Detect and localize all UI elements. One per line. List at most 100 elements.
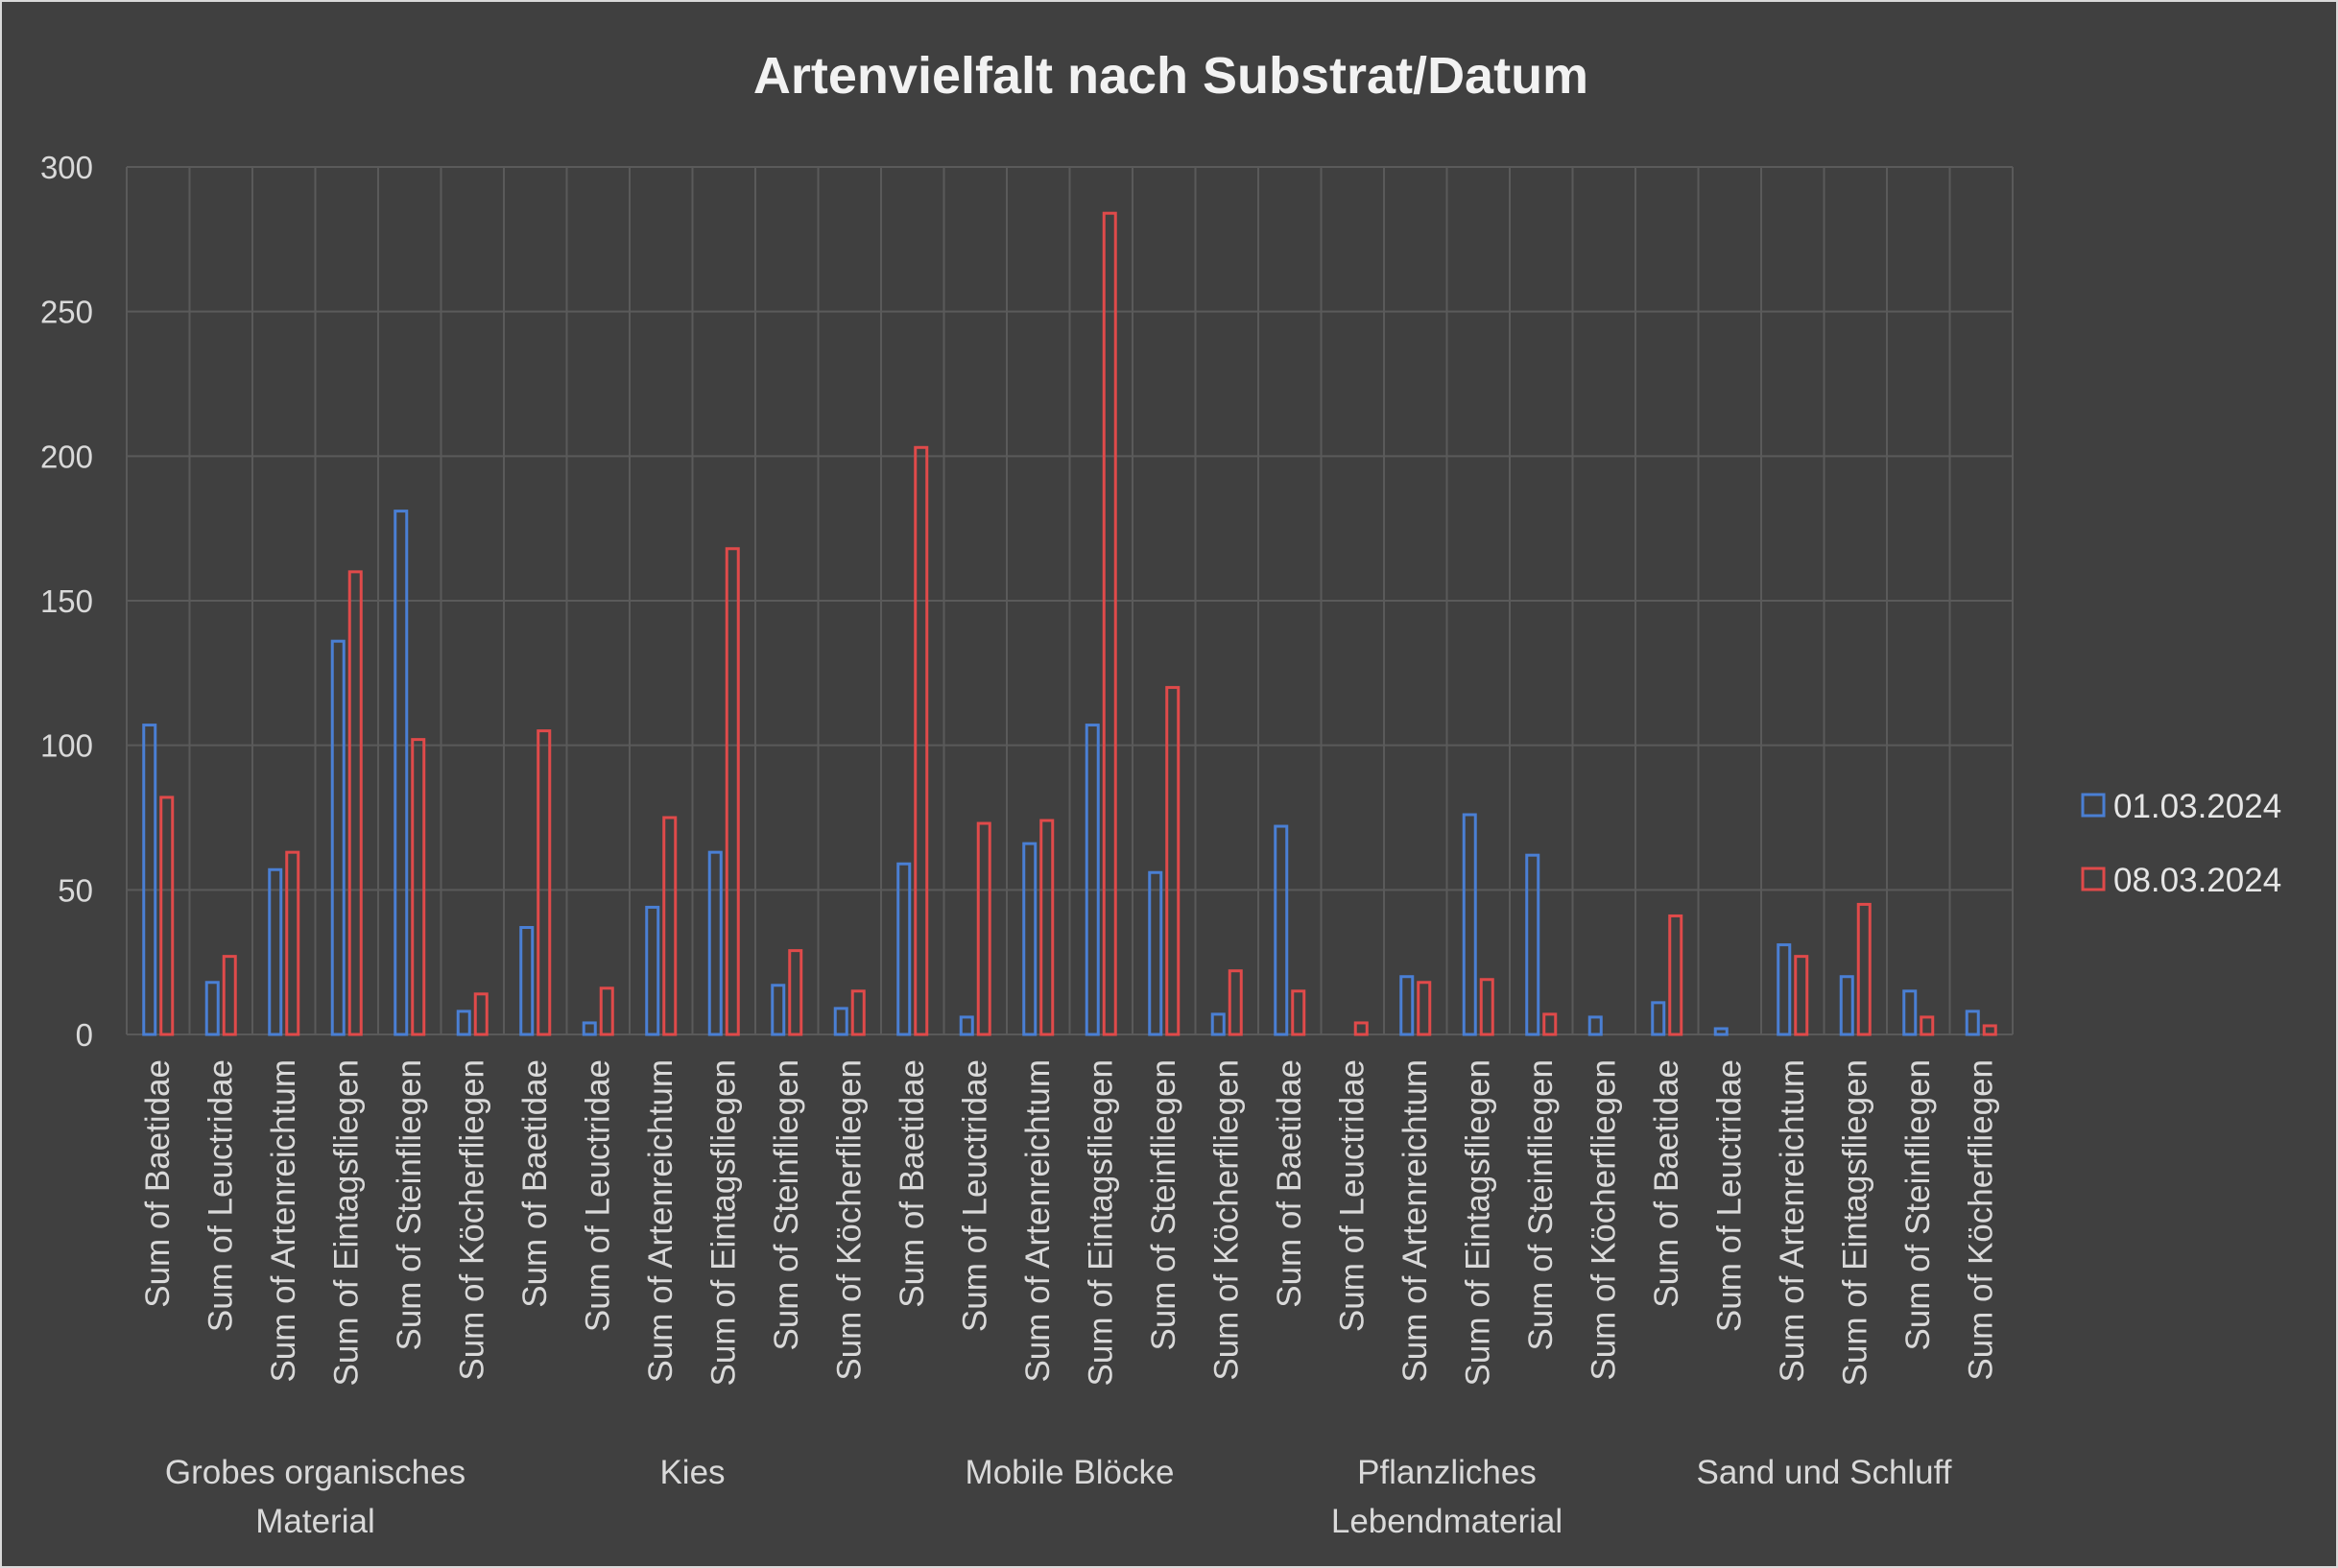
y-axis-ticks: 0 50 100 150 200 250 300 <box>40 150 93 1053</box>
bar-series1 <box>1022 842 1038 1036</box>
y-tick-label: 100 <box>40 728 93 764</box>
category-label: Sum of Artenreichtum <box>1774 1059 1811 1383</box>
group-label: Pflanzliches Lebendmaterial <box>1331 1454 1563 1540</box>
category-label: Sum of Baetidae <box>139 1059 177 1308</box>
bar-series1 <box>1839 975 1854 1036</box>
bar-series1 <box>959 1015 974 1036</box>
bar-series2 <box>222 955 237 1036</box>
group-labels: Grobes organisches Material Kies Mobile Blö… <box>165 1454 1952 1540</box>
category-label: Sum of Steinfliegen <box>768 1059 805 1351</box>
category-label: Sum of Leuctridae <box>1710 1059 1748 1332</box>
bar-series2 <box>1228 969 1243 1036</box>
bar-series1 <box>1902 989 1918 1036</box>
bar-series1 <box>1148 870 1163 1036</box>
category-label: Sum of Steinfliegen <box>1145 1059 1182 1351</box>
group-label: Kies <box>659 1454 725 1491</box>
bar-series1 <box>142 724 157 1036</box>
y-tick-label: 50 <box>58 872 93 908</box>
bar-series2 <box>914 445 929 1036</box>
category-label: Sum of Steinfliegen <box>391 1059 428 1351</box>
bar-series2 <box>662 816 678 1036</box>
bar-series2 <box>347 570 363 1036</box>
group-label: Grobes organisches Material <box>165 1454 465 1540</box>
bar-series1 <box>1399 975 1415 1036</box>
bar-series2 <box>1542 1012 1558 1036</box>
category-label: Sum of Eintagsfliegen <box>1459 1059 1496 1386</box>
category-label: Sum of Leuctridae <box>202 1059 239 1332</box>
category-label: Sum of Leuctridae <box>956 1059 993 1332</box>
bar-series1 <box>268 867 283 1036</box>
category-label: Sum of Artenreichtum <box>1396 1059 1434 1383</box>
y-tick-label: 250 <box>40 295 93 330</box>
bar-series1 <box>707 850 723 1036</box>
bar-series1 <box>204 981 220 1036</box>
group-label: Sand und Schluff <box>1697 1454 1952 1491</box>
bar-series1 <box>1525 853 1540 1036</box>
category-label: Sum of Leuctridae <box>579 1059 616 1332</box>
bar-series1 <box>1777 943 1792 1036</box>
bar-series2 <box>1668 914 1683 1036</box>
bar-series1 <box>896 862 912 1036</box>
bar-series1 <box>1713 1027 1729 1036</box>
category-label: Sum of Baetidae <box>1271 1059 1308 1308</box>
bar-series2 <box>159 796 175 1036</box>
bar-series2 <box>537 729 552 1036</box>
bar-series1 <box>645 905 660 1036</box>
bar-series2 <box>1165 685 1181 1036</box>
bar-series2 <box>788 949 803 1036</box>
bar-series1 <box>1462 813 1477 1036</box>
category-label: Sum of Eintagsfliegen <box>1836 1059 1873 1386</box>
bar-series1 <box>771 984 786 1036</box>
category-label: Sum of Köcherfliegen <box>1207 1059 1245 1381</box>
bar-series1 <box>833 1007 848 1036</box>
group-label: Mobile Blöcke <box>966 1454 1175 1491</box>
category-label: Sum of Köcherfliegen <box>1962 1059 1999 1381</box>
bar-series2 <box>1856 902 1872 1036</box>
bar-series2 <box>1291 989 1306 1036</box>
bar-series2 <box>473 992 489 1036</box>
bar-series2 <box>1353 1021 1369 1036</box>
bar-series2 <box>850 989 866 1036</box>
y-tick-label: 300 <box>40 150 93 185</box>
bar-series2 <box>976 821 991 1036</box>
bar-series2 <box>1102 211 1117 1036</box>
category-label: Sum of Baetidae <box>516 1059 554 1308</box>
bar-series2 <box>1920 1015 1935 1036</box>
category-label: Sum of Köcherfliegen <box>453 1059 490 1381</box>
category-label: Sum of Köcherfliegen <box>1585 1059 1622 1381</box>
bar-series2 <box>285 850 300 1036</box>
category-label: Sum of Artenreichtum <box>1019 1059 1057 1383</box>
bar-series2 <box>1982 1024 1997 1036</box>
category-label: Sum of Köcherfliegen <box>830 1059 868 1381</box>
grid-lines <box>126 166 2014 1035</box>
category-labels: Sum of Baetidae Sum of Leuctridae Sum of A… <box>139 1059 2000 1386</box>
category-label: Sum of Artenreichtum <box>642 1059 680 1383</box>
legend-label: 01.03.2024 <box>2113 788 2281 825</box>
bar-series1 <box>1085 724 1100 1036</box>
bar-series2 <box>1479 978 1494 1036</box>
y-tick-label: 200 <box>40 439 93 474</box>
bar-series1 <box>330 639 346 1036</box>
bar-series1 <box>1210 1012 1226 1036</box>
bar-series1 <box>1965 1010 1980 1036</box>
bar-series2 <box>411 738 426 1036</box>
legend-swatch <box>2081 867 2106 891</box>
y-tick-label: 0 <box>76 1017 93 1053</box>
legend-swatch <box>2081 793 2106 818</box>
category-label: Sum of Steinfliegen <box>1899 1059 1937 1351</box>
bar-series1 <box>1651 1001 1666 1036</box>
category-label: Sum of Eintagsfliegen <box>1082 1059 1119 1386</box>
bar-series2 <box>1039 819 1055 1036</box>
chart-title: Artenvielfalt nach Substrat/Datum <box>753 47 1588 105</box>
bars <box>142 211 1997 1036</box>
bar-series2 <box>1794 955 1809 1036</box>
bar-series1 <box>582 1021 597 1036</box>
category-label: Sum of Eintagsfliegen <box>327 1059 365 1386</box>
category-label: Sum of Leuctridae <box>1333 1059 1371 1332</box>
category-label: Sum of Eintagsfliegen <box>704 1059 742 1386</box>
bar-series1 <box>456 1010 471 1036</box>
y-tick-label: 150 <box>40 583 93 619</box>
category-label: Sum of Baetidae <box>1648 1059 1685 1308</box>
